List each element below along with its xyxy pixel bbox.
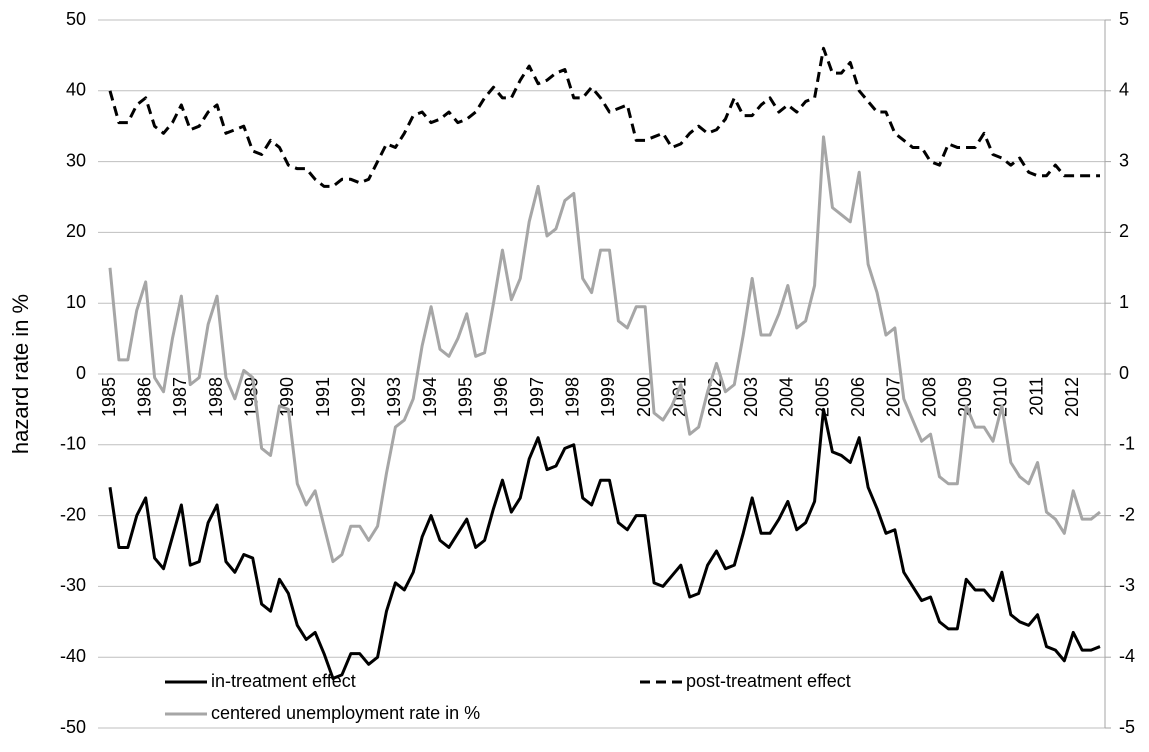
x-tick-label: 1998 xyxy=(563,377,583,417)
y-tick-label: -10 xyxy=(60,434,86,454)
y2-tick-label: -5 xyxy=(1119,717,1135,737)
x-tick-label: 1985 xyxy=(99,377,119,417)
series-line xyxy=(108,46,1100,188)
y2-tick-label: 5 xyxy=(1119,9,1129,29)
y2-tick-label: 0 xyxy=(1119,363,1129,383)
x-tick-label: 1988 xyxy=(206,377,226,417)
y2-tick-label: -2 xyxy=(1119,504,1135,524)
y2-tick-label: -4 xyxy=(1119,646,1135,666)
x-tick-label: 1995 xyxy=(456,377,476,417)
legend-label: post-treatment effect xyxy=(686,671,851,691)
x-tick-label: 1997 xyxy=(527,377,547,417)
y2-tick-label: -3 xyxy=(1119,575,1135,595)
legend-label: in-treatment effect xyxy=(211,671,356,691)
y2-tick-label: 3 xyxy=(1119,150,1129,170)
y-tick-label: 10 xyxy=(66,292,86,312)
series-line xyxy=(108,407,1101,680)
x-tick-label: 2011 xyxy=(1026,377,1046,416)
y2-tick-label: 2 xyxy=(1119,221,1129,241)
x-tick-label: 1986 xyxy=(134,377,154,417)
x-tick-label: 2000 xyxy=(634,377,654,417)
y2-tick-label: 4 xyxy=(1119,80,1129,100)
x-tick-label: 2005 xyxy=(812,377,832,417)
x-tick-label: 2003 xyxy=(741,377,761,417)
x-tick-label: 2006 xyxy=(848,377,868,417)
x-tick-label: 1994 xyxy=(420,377,440,417)
x-tick-label: 1992 xyxy=(348,377,368,417)
x-tick-label: 1991 xyxy=(313,377,333,417)
y-tick-label: 40 xyxy=(66,80,86,100)
x-tick-label: 2004 xyxy=(777,377,797,417)
y-tick-label: -20 xyxy=(60,504,86,524)
y-tick-label: 20 xyxy=(66,221,86,241)
series-line xyxy=(108,135,1101,564)
x-tick-label: 1987 xyxy=(170,377,190,417)
x-tick-label: 1993 xyxy=(384,377,404,417)
x-tick-label: 1999 xyxy=(598,377,618,417)
x-tick-label: 2009 xyxy=(955,377,975,417)
x-tick-label: 2010 xyxy=(991,377,1011,417)
y-tick-label: -40 xyxy=(60,646,86,666)
x-tick-label: 2007 xyxy=(884,377,904,417)
y2-tick-label: 1 xyxy=(1119,292,1129,312)
y-tick-label: -30 xyxy=(60,575,86,595)
y2-tick-label: -1 xyxy=(1119,434,1135,454)
y-tick-label: 50 xyxy=(66,9,86,29)
x-tick-label: 2012 xyxy=(1062,377,1082,417)
x-tick-label: 2008 xyxy=(919,377,939,417)
y-tick-label: 0 xyxy=(76,363,86,383)
y-axis-label: hazard rate in % xyxy=(8,294,33,454)
y-tick-label: -50 xyxy=(60,717,86,737)
x-tick-label: 1989 xyxy=(241,377,261,417)
legend-label: centered unemployment rate in % xyxy=(211,703,480,723)
y-tick-label: 30 xyxy=(66,150,86,170)
x-tick-label: 1996 xyxy=(491,377,511,417)
